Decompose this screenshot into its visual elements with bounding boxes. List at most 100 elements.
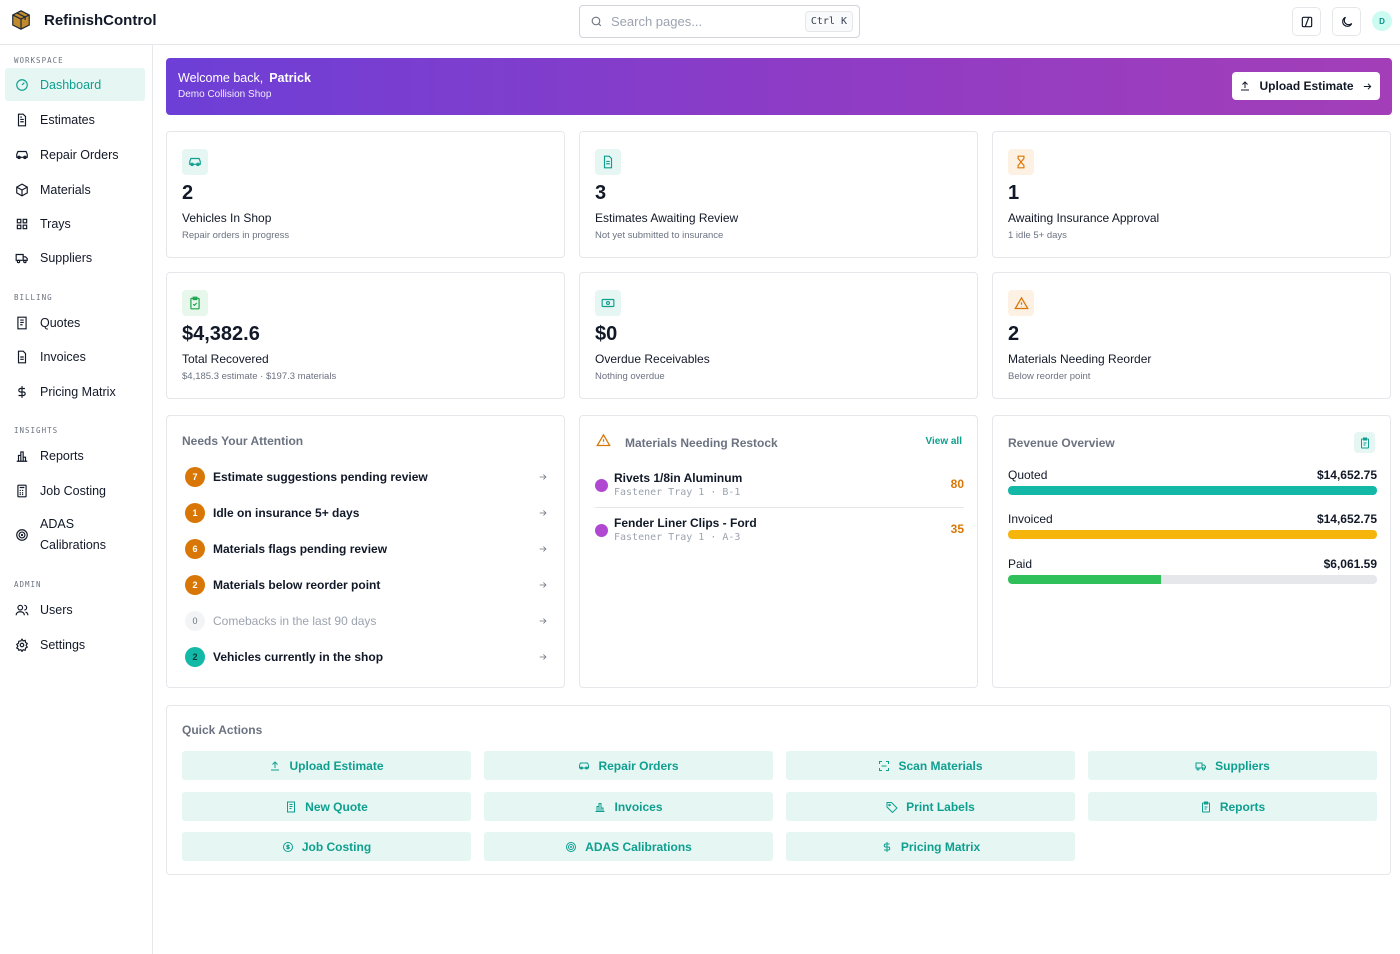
sidebar-item-label: Dashboard (40, 77, 102, 92)
sidebar-item-label: Job Costing (40, 483, 107, 498)
stat-value: 2 (1008, 323, 1020, 345)
banknote-icon (595, 290, 621, 316)
quick-action-label: Print Labels (906, 799, 975, 814)
truck-icon (1195, 760, 1207, 772)
quick-action-invoices[interactable]: Invoices (484, 792, 773, 821)
top-bar: RefinishControl Ctrl K D (0, 0, 1400, 45)
quick-action-label: Pricing Matrix (900, 839, 981, 854)
sidebar-toggle-button[interactable] (1292, 7, 1321, 36)
user-avatar[interactable]: D (1372, 11, 1392, 31)
stat-value: 3 (595, 182, 607, 204)
sidebar-item-estimates[interactable]: Estimates (5, 103, 145, 136)
bar-chart-icon (594, 801, 606, 813)
attention-item[interactable]: 7 Estimate suggestions pending review (185, 465, 548, 489)
attention-item[interactable]: 1 Idle on insurance 5+ days (185, 501, 548, 525)
restock-item[interactable]: Rivets 1/8in Aluminum Fastener Tray 1 · … (595, 467, 964, 508)
revenue-progress-track (1008, 530, 1377, 539)
upload-icon (1239, 80, 1251, 92)
attention-count-badge: 6 (185, 539, 205, 559)
search-input[interactable] (611, 14, 801, 29)
sidebar-item-dashboard[interactable]: Dashboard (5, 68, 145, 101)
brand[interactable]: RefinishControl (10, 9, 157, 31)
quick-action-label: Repair Orders (598, 758, 679, 773)
quick-action-reports[interactable]: Reports (1088, 792, 1377, 821)
sidebar-section-workspace: WORKSPACE (14, 56, 64, 65)
upload-estimate-button[interactable]: Upload Estimate (1232, 72, 1380, 100)
attention-item[interactable]: 6 Materials flags pending review (185, 537, 548, 561)
quick-action-new-quote[interactable]: New Quote (182, 792, 471, 821)
revenue-progress-track (1008, 486, 1377, 495)
view-all-link[interactable]: View all (925, 436, 962, 447)
sidebar-item-label: Settings (40, 637, 86, 652)
sidebar-item-pricing-matrix[interactable]: Pricing Matrix (5, 375, 145, 408)
quick-action-print-labels[interactable]: Print Labels (786, 792, 1075, 821)
sidebar-item-quotes[interactable]: Quotes (5, 306, 145, 339)
sidebar-item-invoices[interactable]: Invoices (5, 340, 145, 373)
quick-action-repair-orders[interactable]: Repair Orders (484, 751, 773, 780)
attention-item[interactable]: 0 Comebacks in the last 90 days (185, 609, 548, 633)
grid-icon (15, 217, 29, 231)
stat-subtitle: Repair orders in progress (182, 230, 290, 241)
quick-action-adas-calibrations[interactable]: ADAS Calibrations (484, 832, 773, 861)
sidebar-item-suppliers[interactable]: Suppliers (5, 241, 145, 274)
revenue-label: Quoted (1008, 468, 1048, 482)
search-icon (590, 15, 603, 28)
sidebar-item-job-costing[interactable]: Job Costing (5, 474, 145, 507)
quick-action-job-costing[interactable]: Job Costing (182, 832, 471, 861)
quick-actions-title: Quick Actions (182, 723, 263, 737)
stat-subtitle: Not yet submitted to insurance (595, 230, 724, 241)
stat-card-estimates-awaiting-review[interactable]: 3 Estimates Awaiting Review Not yet subm… (579, 131, 978, 258)
stat-card-materials-needing-reorder[interactable]: 2 Materials Needing Reorder Below reorde… (992, 272, 1391, 399)
search-box[interactable]: Ctrl K (579, 5, 860, 38)
quick-action-pricing-matrix[interactable]: Pricing Matrix (786, 832, 1075, 861)
app-name: RefinishControl (44, 11, 157, 29)
quick-action-scan-materials[interactable]: Scan Materials (786, 751, 1075, 780)
sidebar-item-label: Users (40, 602, 73, 617)
quick-action-label: Job Costing (301, 839, 372, 854)
sidebar-item-adas-calibrations[interactable]: ADAS Calibrations (5, 513, 145, 557)
stat-card-awaiting-insurance-approval[interactable]: 1 Awaiting Insurance Approval 1 idle 5+ … (992, 131, 1391, 258)
revenue-value: $6,061.59 (1323, 557, 1377, 571)
attention-item[interactable]: 2 Vehicles currently in the shop (185, 645, 548, 669)
arrow-right-icon (538, 508, 548, 518)
sidebar-item-repair-orders[interactable]: Repair Orders (5, 138, 145, 171)
sidebar-item-reports[interactable]: Reports (5, 439, 145, 472)
restock-item[interactable]: Fender Liner Clips - Ford Fastener Tray … (595, 512, 964, 552)
arrow-right-icon (538, 580, 548, 590)
quick-action-suppliers[interactable]: Suppliers (1088, 751, 1377, 780)
welcome-user-name: Patrick (269, 71, 311, 85)
attention-item[interactable]: 2 Materials below reorder point (185, 573, 548, 597)
clipboard-icon (1200, 801, 1212, 813)
material-location: Fastener Tray 1 · B-1 (614, 487, 741, 498)
needs-attention-title: Needs Your Attention (182, 434, 304, 448)
clipboard-icon[interactable] (1354, 432, 1375, 453)
hourglass-icon (1008, 149, 1034, 175)
attention-count-badge: 7 (185, 467, 205, 487)
arrow-right-icon (538, 652, 548, 662)
stat-title: Vehicles In Shop (182, 211, 272, 225)
quick-action-upload-estimate[interactable]: Upload Estimate (182, 751, 471, 780)
material-name: Fender Liner Clips - Ford (614, 516, 757, 530)
stat-subtitle: Below reorder point (1008, 371, 1091, 382)
theme-toggle-button[interactable] (1332, 7, 1361, 36)
revenue-progress-fill (1008, 575, 1161, 584)
sidebar-item-label: Pricing Matrix (40, 384, 116, 399)
radar-icon (565, 841, 577, 853)
stat-card-overdue-receivables[interactable]: $0 Overdue Receivables Nothing overdue (579, 272, 978, 399)
quick-actions-panel: Quick Actions Upload Estimate Repair Ord… (166, 705, 1391, 875)
quick-action-label: Invoices (614, 799, 663, 814)
stat-card-total-recovered[interactable]: $4,382.6 Total Recovered $4,185.3 estima… (166, 272, 565, 399)
stat-card-vehicles-in-shop[interactable]: 2 Vehicles In Shop Repair orders in prog… (166, 131, 565, 258)
attention-label: Estimate suggestions pending review (213, 470, 428, 484)
stat-value: $4,382.6 (182, 323, 260, 345)
stat-value: 2 (182, 182, 194, 204)
search-shortcut-badge: Ctrl K (804, 11, 853, 32)
sidebar-item-trays[interactable]: Trays (5, 207, 145, 240)
sidebar-item-users[interactable]: Users (5, 593, 145, 626)
quick-action-label: Suppliers (1215, 758, 1270, 773)
warning-icon (596, 433, 611, 448)
quick-action-label: Upload Estimate (289, 758, 384, 773)
sidebar-item-settings[interactable]: Settings (5, 628, 145, 661)
upload-estimate-label: Upload Estimate (1259, 79, 1354, 93)
sidebar-item-materials[interactable]: Materials (5, 173, 145, 206)
